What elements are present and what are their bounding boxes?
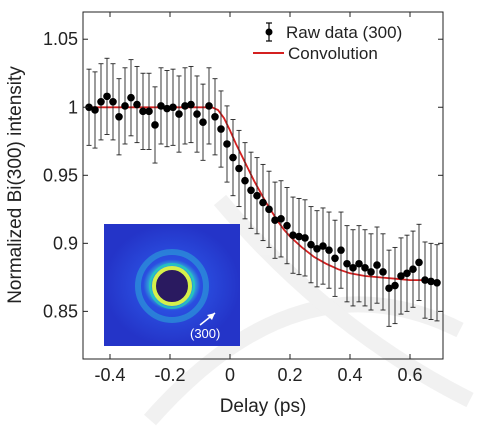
data-point — [103, 92, 111, 101]
data-point — [223, 140, 231, 148]
data-point — [409, 265, 417, 273]
inset-arrowhead — [207, 313, 215, 320]
x-tick-label: 0 — [225, 365, 235, 385]
watermark — [144, 194, 474, 426]
data-point — [427, 277, 435, 286]
data-point — [373, 261, 381, 269]
data-point — [91, 106, 99, 114]
data-point — [133, 100, 141, 109]
data-point — [151, 121, 159, 129]
y-tick-label: 1.05 — [43, 29, 78, 49]
data-point — [421, 276, 429, 284]
x-tick-label: 0.2 — [277, 365, 302, 385]
data-point — [157, 102, 165, 110]
data-point — [187, 100, 195, 109]
data-point — [217, 125, 225, 133]
data-point — [199, 118, 207, 127]
data-point — [391, 281, 399, 290]
data-point — [271, 216, 279, 224]
data-point — [385, 284, 393, 293]
data-point — [259, 198, 267, 207]
data-point — [307, 240, 315, 249]
data-point — [247, 186, 255, 195]
data-point — [235, 164, 243, 173]
y-tick-label: 1 — [68, 97, 78, 117]
inset-diffraction-image: (300) — [104, 224, 240, 346]
data-point — [337, 246, 345, 254]
data-point — [163, 104, 171, 113]
x-tick-label: -0.2 — [154, 365, 185, 385]
data-point — [241, 176, 249, 185]
x-tick-label: 0.4 — [337, 365, 362, 385]
inset-ring-glow — [149, 263, 195, 309]
y-tick-label: 0.9 — [53, 233, 78, 253]
plot-frame — [82, 11, 444, 360]
data-point — [319, 242, 327, 250]
data-point — [397, 272, 405, 280]
data-point — [145, 107, 153, 116]
x-tick-label: -0.4 — [94, 365, 125, 385]
data-point — [313, 244, 321, 253]
data-point — [277, 215, 285, 223]
data-point — [211, 112, 219, 121]
data-point — [205, 102, 213, 110]
data-point — [349, 264, 357, 272]
legend-convolution-label: Convolution — [288, 44, 378, 63]
x-axis-label: Delay (ps) — [220, 396, 307, 417]
data-point — [139, 107, 147, 116]
y-tick-label: 0.85 — [43, 301, 78, 321]
data-point — [415, 258, 423, 267]
data-point — [115, 112, 123, 121]
data-point — [169, 103, 177, 112]
data-point — [229, 153, 237, 162]
data-point — [343, 259, 351, 268]
data-point — [253, 191, 261, 200]
data-point — [295, 232, 303, 241]
x-tick-label: 0.6 — [397, 365, 422, 385]
legend-raw-label: Raw data (300) — [286, 23, 402, 42]
data-point — [379, 268, 387, 276]
inset-label: (300) — [190, 326, 220, 341]
data-point — [181, 102, 189, 110]
data-point — [265, 205, 273, 214]
data-point — [85, 103, 93, 112]
y-axis-label: Normalized Bi(300) intensity — [5, 66, 26, 304]
data-point — [121, 102, 129, 110]
data-point — [289, 231, 297, 239]
y-tick-label: 0.95 — [43, 165, 78, 185]
data-point — [301, 234, 309, 242]
inset-halo — [135, 249, 209, 323]
data-point — [325, 246, 333, 254]
inset-ring — [152, 266, 192, 306]
data-point — [175, 110, 183, 118]
data-point — [367, 268, 375, 276]
data-point — [433, 278, 441, 287]
legend: Raw data (300) Convolution — [253, 22, 402, 63]
data-point — [331, 254, 339, 263]
data-point — [97, 98, 105, 106]
data-point — [355, 259, 363, 268]
data-point — [361, 264, 369, 272]
data-point — [283, 221, 291, 230]
legend-raw-marker — [265, 28, 273, 36]
data-point — [109, 98, 117, 106]
data-point — [127, 93, 135, 102]
data-point — [403, 269, 411, 278]
data-point — [193, 110, 201, 118]
